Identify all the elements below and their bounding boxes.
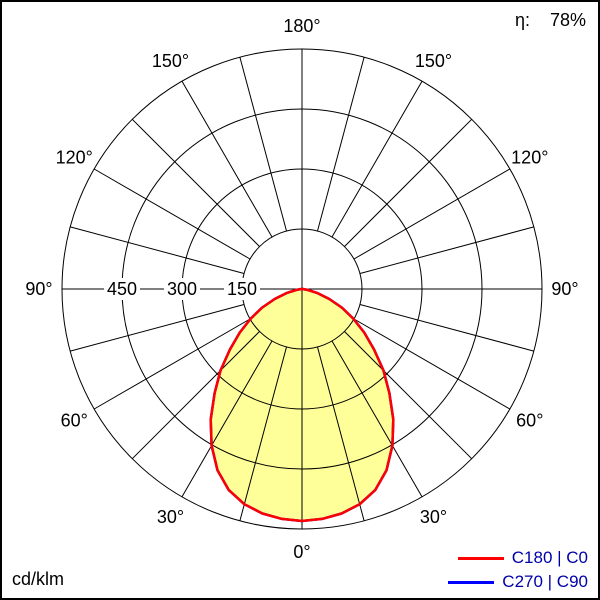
efficiency-label: η: [514, 10, 530, 30]
svg-text:120°: 120° [56, 148, 93, 168]
svg-text:150°: 150° [152, 51, 189, 71]
legend-item-c180-c0: C180 | C0 [448, 548, 588, 568]
legend: C180 | C0 C270 | C90 [448, 548, 588, 592]
svg-text:0°: 0° [293, 542, 310, 562]
efficiency-readout: η: 78% [515, 10, 586, 31]
svg-text:120°: 120° [511, 148, 548, 168]
svg-text:30°: 30° [420, 507, 447, 527]
svg-text:90°: 90° [25, 279, 52, 299]
svg-text:30°: 30° [157, 507, 184, 527]
legend-line-blue [448, 580, 495, 584]
svg-text:180°: 180° [283, 16, 320, 36]
efficiency-value: 78% [549, 10, 586, 30]
svg-text:150°: 150° [415, 51, 452, 71]
legend-label-c180-c0: C180 | C0 [511, 548, 588, 567]
svg-text:300: 300 [167, 279, 197, 299]
legend-label-c270-c90: C270 | C90 [502, 572, 588, 591]
svg-text:450: 450 [107, 279, 137, 299]
unit-label: cd/klm [12, 569, 65, 589]
svg-text:60°: 60° [61, 411, 88, 431]
svg-text:60°: 60° [516, 411, 543, 431]
svg-text:90°: 90° [551, 279, 578, 299]
legend-line-red [457, 556, 504, 560]
svg-text:150: 150 [227, 279, 257, 299]
legend-item-c270-c90: C270 | C90 [448, 572, 588, 592]
